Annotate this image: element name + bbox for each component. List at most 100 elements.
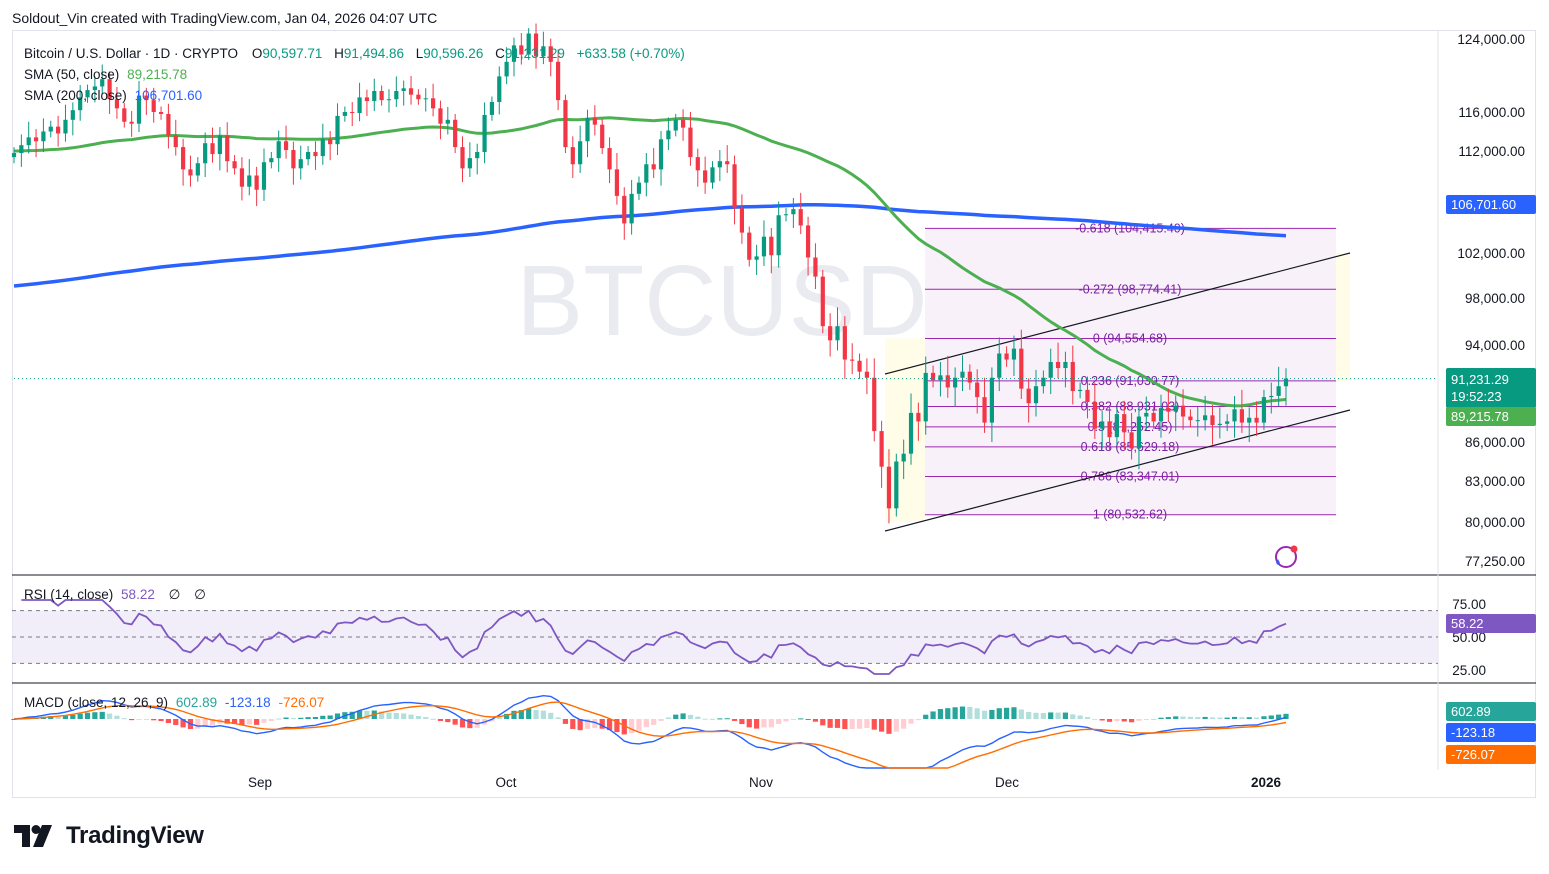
macd-histogram-bar (312, 716, 319, 719)
macd-histogram-bar (702, 718, 708, 720)
candle-body (644, 164, 649, 183)
candle-body (173, 135, 178, 148)
candle-body (1247, 417, 1252, 423)
candle-body (1026, 388, 1031, 404)
symbol-title[interactable]: Bitcoin / U.S. Dollar · 1D · CRYPTO (24, 46, 239, 61)
macd-histogram-bar (930, 711, 936, 719)
macd-histogram-bar (1239, 717, 1245, 719)
macd-histogram-bar (1283, 713, 1289, 719)
candle-body (886, 466, 892, 509)
candle-body (680, 119, 686, 128)
macd-histogram-bar (423, 717, 429, 719)
candle-body (328, 139, 333, 145)
macd-histogram-bar (70, 714, 76, 719)
sma200-legend[interactable]: SMA (200, close) 106,701.60 (24, 88, 206, 103)
macd-histogram-bar (261, 719, 267, 723)
price-axis-label: 86,000.00 (1465, 435, 1525, 450)
candle-body (747, 232, 752, 260)
macd-histogram-bar (923, 714, 929, 719)
macd-histogram-bar (1253, 717, 1260, 719)
macd-histogram-bar (320, 715, 326, 719)
sma50-legend[interactable]: SMA (50, close) 89,215.78 (24, 67, 191, 82)
candle-body (107, 79, 112, 100)
candle-body (100, 79, 105, 87)
candle-body (298, 159, 303, 169)
macd-histogram-bar (1026, 712, 1032, 719)
macd-histogram-bar (1011, 707, 1017, 719)
candle-body (555, 61, 561, 101)
macd-signal-value: -726.07 (278, 695, 325, 710)
macd-histogram-bar (820, 719, 826, 726)
ohlc-close: 91,231.29 (504, 46, 565, 61)
macd-histogram-bar (452, 719, 458, 725)
candle-body (1085, 389, 1090, 402)
last-price: 91,231.29 (1451, 372, 1509, 387)
macd-histogram-bar (1040, 713, 1046, 719)
main-legend: Bitcoin / U.S. Dollar · 1D · CRYPTO O90,… (24, 46, 689, 61)
macd-histogram-bar (283, 717, 289, 719)
macd-histogram-bar (783, 719, 789, 722)
macd-signal-tag: -726.07 (1446, 745, 1536, 764)
candle-body (695, 157, 700, 171)
macd-histogram-bar (437, 719, 444, 721)
macd-histogram-bar (504, 713, 510, 719)
macd-histogram-bar (974, 708, 980, 719)
macd-histogram-bar (77, 713, 83, 719)
ohlc-high-label: H (334, 46, 344, 61)
macd-histogram-bar (915, 719, 921, 721)
macd-histogram-bar (996, 708, 1002, 719)
rsi-legend[interactable]: RSI (14, close) 58.22 ∅ ∅ (24, 587, 210, 603)
candle-body (401, 88, 406, 92)
macd-histogram-bar (518, 710, 524, 719)
macd-histogram-bar (379, 711, 385, 719)
candle-body (908, 412, 914, 454)
macd-histogram-bar (1077, 715, 1083, 719)
candle-body (232, 161, 237, 169)
macd-histogram-bar (408, 714, 414, 719)
macd-legend[interactable]: MACD (close, 12, 26, 9) 602.89 -123.18 -… (24, 695, 328, 710)
candle-body (489, 101, 495, 115)
candle-body (283, 141, 289, 151)
macd-histogram-bar (99, 711, 105, 719)
ohlc-close-label: C (495, 46, 505, 61)
replay-icon (1275, 546, 1297, 568)
macd-histogram-bar (1173, 716, 1179, 719)
candle-body (1166, 408, 1171, 412)
candle-body (828, 326, 833, 341)
symbol-watermark: BTCUSD (516, 245, 927, 357)
macd-histogram-bar (489, 719, 495, 722)
macd-histogram-bar (401, 713, 407, 719)
macd-histogram-bar (305, 717, 311, 719)
candle-body (1232, 409, 1237, 422)
candle-body (129, 121, 134, 124)
macd-hist-tag: 602.89 (1446, 702, 1536, 721)
macd-histogram-bar (805, 719, 811, 720)
candle-body (511, 45, 517, 62)
candle-body (732, 164, 737, 209)
price-axis-label: 102,000.00 (1457, 246, 1525, 261)
macd-histogram-bar (1224, 717, 1230, 719)
candle-body (533, 33, 539, 57)
candle-body (445, 119, 450, 124)
replay-icon-spark (1276, 559, 1280, 565)
rsi-axis-label: 25.00 (1452, 663, 1486, 678)
macd-histogram-bar (577, 719, 583, 731)
macd-histogram-bar (937, 708, 944, 719)
macd-histogram-bar (467, 719, 473, 729)
macd-histogram-bar (327, 715, 333, 719)
footer-brand[interactable]: TradingView (14, 822, 204, 850)
candle-body (26, 137, 31, 146)
candle-body (342, 112, 347, 116)
ohlc-change: +633.58 (+0.70%) (576, 46, 685, 61)
candle-body (651, 164, 656, 170)
tradingview-logo-icon (14, 825, 52, 847)
candle-body (1188, 416, 1193, 421)
candle-body (247, 175, 252, 187)
macd-histogram-bar (959, 706, 966, 719)
candle-body (151, 100, 156, 112)
sma200-value: 106,701.60 (134, 88, 203, 103)
candle-body (548, 46, 553, 62)
macd-histogram-bar (842, 719, 848, 730)
candle-body (438, 108, 443, 124)
